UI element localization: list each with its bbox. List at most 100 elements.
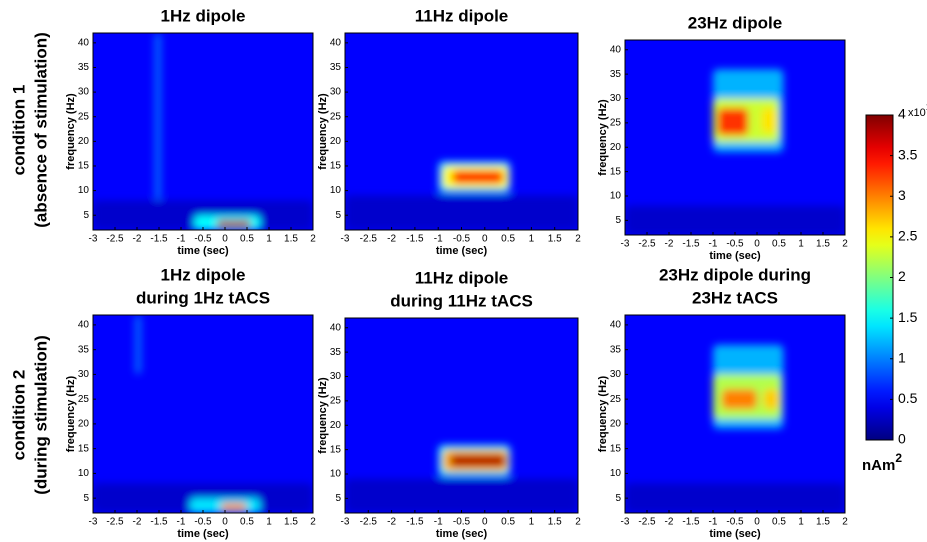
x-tick-label: 0: [482, 234, 488, 245]
heatmap: [625, 315, 845, 513]
colorbar-tick-label: 0: [898, 431, 906, 447]
x-axis-label: time (sec): [436, 528, 488, 540]
row-label: (absence of stimulation): [31, 32, 50, 228]
heat-region: [216, 220, 252, 228]
x-tick-label: 2: [310, 234, 316, 245]
x-tick-label: 0: [754, 239, 760, 250]
heat-region: [345, 478, 578, 513]
x-tick-label: -2: [133, 234, 142, 245]
chart-title: 1Hz dipole: [160, 6, 245, 25]
x-tick-label: 0.5: [501, 234, 515, 245]
x-tick-label: -1.5: [150, 234, 168, 245]
y-tick-label: 30: [610, 93, 622, 104]
heat-region: [625, 483, 845, 513]
y-tick-label: 5: [83, 493, 89, 504]
heat-region: [625, 205, 845, 235]
y-axis-label: frequency (Hz): [597, 99, 609, 176]
x-tick-label: 1.5: [284, 517, 298, 528]
y-tick-label: 35: [330, 62, 342, 73]
x-tick-label: 0.5: [772, 239, 786, 250]
x-axis-label: time (sec): [709, 528, 761, 540]
y-tick-label: 30: [78, 369, 90, 380]
y-tick-label: 25: [330, 111, 342, 122]
x-tick-label: 1: [798, 239, 804, 250]
heatmap-regions: [345, 161, 578, 230]
chart-title: 1Hz dipole: [160, 265, 245, 284]
colorbar-tick-label: 2: [898, 268, 906, 284]
y-tick-label: 5: [615, 215, 621, 226]
y-tick-label: 25: [78, 111, 90, 122]
x-tick-label: 0.5: [240, 234, 254, 245]
x-tick-label: 1.5: [816, 239, 830, 250]
y-tick-label: 10: [610, 468, 622, 479]
x-tick-label: -3: [621, 517, 630, 528]
x-tick-label: -1.5: [682, 239, 700, 250]
x-tick-label: 2: [310, 517, 316, 528]
colorbar-tick-label: 0.5: [898, 390, 918, 406]
heat-region: [345, 195, 578, 230]
x-tick-label: 0: [222, 234, 228, 245]
x-tick-label: -2.5: [638, 517, 656, 528]
y-tick-label: 15: [610, 443, 622, 454]
y-tick-label: 40: [330, 37, 342, 48]
y-tick-label: 25: [78, 394, 90, 405]
x-tick-label: 2: [575, 234, 581, 245]
x-axis-label: time (sec): [177, 245, 229, 257]
heatmap: [93, 33, 313, 230]
x-tick-label: -2: [133, 517, 142, 528]
x-tick-label: -0.5: [453, 517, 471, 528]
y-tick-label: 20: [610, 142, 622, 153]
x-tick-label: -1: [709, 239, 718, 250]
y-tick-label: 15: [330, 161, 342, 172]
heatmap-regions: [625, 344, 845, 513]
y-tick-label: 10: [610, 191, 622, 202]
x-tick-label: -2: [665, 517, 674, 528]
x-tick-label: -2: [387, 517, 396, 528]
y-tick-label: 10: [78, 185, 90, 196]
x-tick-label: -1.5: [682, 517, 700, 528]
x-tick-label: -0.5: [194, 517, 212, 528]
colorbar-unit: nAm2: [862, 451, 902, 474]
heatmap-regions: [345, 444, 578, 513]
colorbar-tick-label: 3.5: [898, 146, 918, 162]
y-tick-label: 30: [610, 369, 622, 380]
colorbar-tick-label: 1.5: [898, 309, 918, 325]
x-tick-label: -0.5: [453, 234, 471, 245]
heatmap: [625, 40, 845, 235]
heatmap: [345, 318, 578, 513]
y-tick-label: 15: [78, 161, 90, 172]
row-label: condition 2: [9, 370, 28, 461]
x-tick-label: 1: [529, 517, 535, 528]
x-tick-label: -1.5: [406, 517, 424, 528]
x-axis-label: time (sec): [709, 250, 761, 262]
y-tick-label: 15: [610, 166, 622, 177]
x-tick-label: -1: [434, 517, 443, 528]
x-tick-label: 1.5: [284, 234, 298, 245]
colorbar-tick-label: 3: [898, 187, 906, 203]
chart-title: during 11Hz tACS: [390, 291, 533, 310]
x-tick-label: -1.5: [406, 234, 424, 245]
y-tick-label: 20: [78, 136, 90, 147]
chart-title: 11Hz dipole: [415, 268, 509, 287]
x-tick-label: 1: [266, 517, 272, 528]
y-tick-label: 20: [330, 420, 342, 431]
x-tick-label: 1.5: [548, 517, 562, 528]
y-tick-label: 30: [330, 87, 342, 98]
x-tick-label: 2: [842, 239, 848, 250]
x-axis-label: time (sec): [436, 245, 488, 257]
heat-region: [134, 315, 142, 375]
y-tick-label: 20: [610, 419, 622, 430]
y-tick-label: 10: [330, 469, 342, 480]
y-tick-label: 30: [78, 87, 90, 98]
unit-power: 2: [895, 451, 902, 465]
y-tick-label: 25: [330, 396, 342, 407]
heat-region: [154, 33, 162, 201]
y-tick-label: 25: [610, 394, 622, 405]
y-axis-label: frequency (Hz): [65, 93, 77, 170]
unit: nAm: [862, 457, 895, 474]
y-tick-label: 10: [78, 468, 90, 479]
y-tick-label: 40: [78, 37, 90, 48]
x-tick-label: 1: [529, 234, 535, 245]
x-tick-label: -1: [177, 517, 186, 528]
x-tick-label: -2: [665, 239, 674, 250]
